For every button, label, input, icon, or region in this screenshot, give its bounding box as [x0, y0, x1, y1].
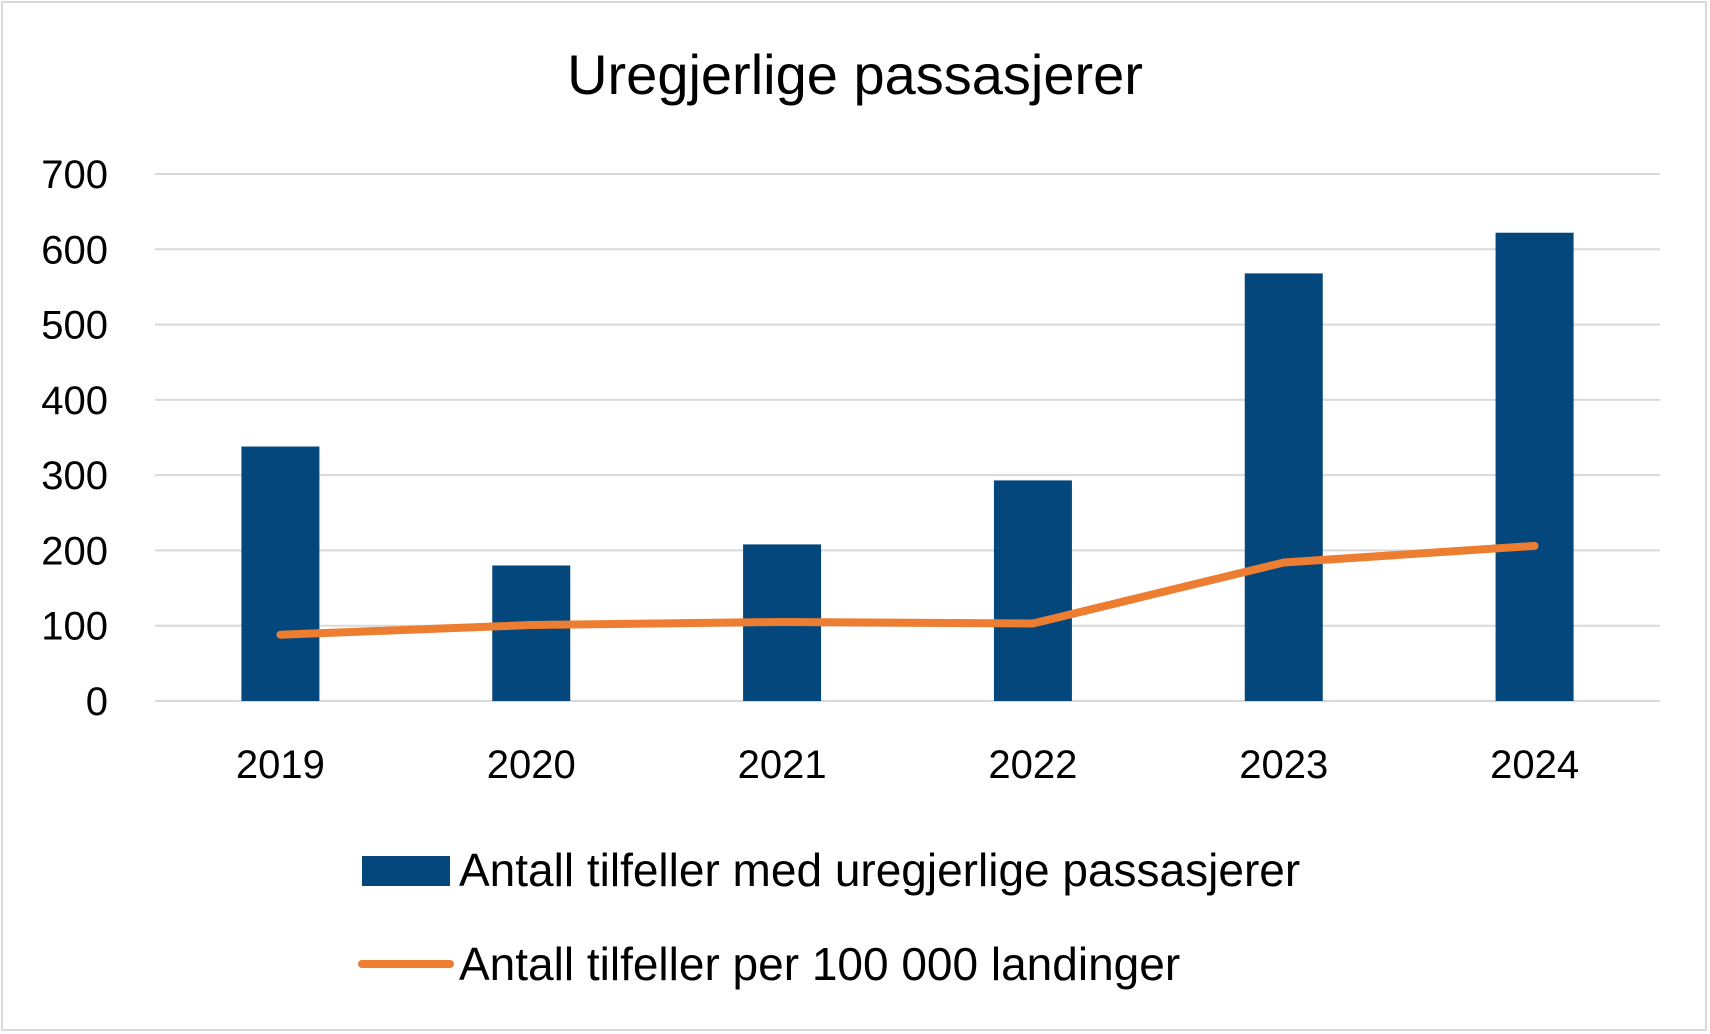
x-tick-label: 2023 — [1239, 743, 1328, 787]
x-axis-ticks: 2019 2020 2021 2022 2023 2024 — [236, 743, 1579, 787]
legend-label-line: Antall tilfeller per 100 000 landinger — [459, 938, 1180, 990]
y-tick-label: 700 — [41, 153, 108, 197]
bar — [492, 565, 571, 701]
bar — [993, 480, 1072, 701]
legend: Antall tilfeller med uregjerlige passasj… — [358, 844, 1300, 990]
series-line — [276, 541, 1539, 639]
y-tick-label: 200 — [41, 529, 108, 573]
y-tick-label: 500 — [41, 304, 108, 348]
x-tick-label: 2024 — [1490, 743, 1579, 787]
bar — [1244, 273, 1323, 701]
x-tick-label: 2021 — [738, 743, 827, 787]
y-axis-ticks: 0 100 200 300 400 500 600 700 — [41, 153, 108, 724]
chart-title: Uregjerlige passasjerer — [567, 43, 1143, 106]
bar-series — [241, 232, 1574, 702]
y-tick-label: 300 — [41, 454, 108, 498]
y-tick-label: 100 — [41, 605, 108, 649]
y-tick-label: 600 — [41, 228, 108, 272]
x-tick-label: 2020 — [487, 743, 576, 787]
gridlines — [155, 173, 1660, 702]
x-tick-label: 2022 — [988, 743, 1077, 787]
line-series — [276, 541, 1539, 639]
legend-label-bars: Antall tilfeller med uregjerlige passasj… — [459, 844, 1300, 896]
bar — [241, 446, 320, 701]
legend-swatch-bars — [362, 856, 450, 886]
y-tick-label: 0 — [86, 680, 108, 724]
x-tick-label: 2019 — [236, 743, 325, 787]
bar — [1495, 232, 1574, 702]
y-tick-label: 400 — [41, 379, 108, 423]
